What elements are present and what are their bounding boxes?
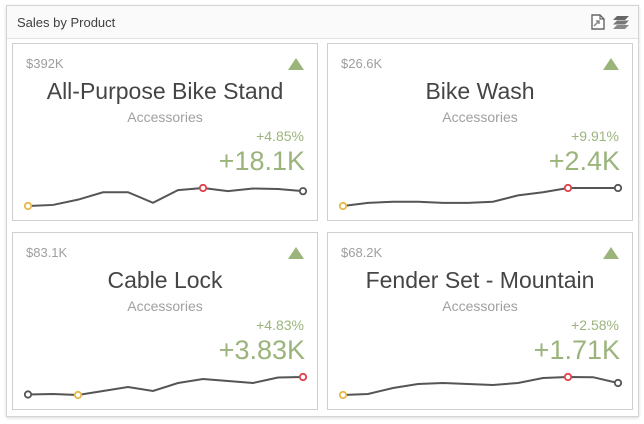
- layers-icon[interactable]: [612, 14, 630, 30]
- end-point-marker: [298, 187, 308, 196]
- product-category: Accessories: [127, 109, 203, 125]
- product-name: All-Purpose Bike Stand: [46, 78, 284, 104]
- absolute-variation: +18.1K: [218, 146, 305, 176]
- product-name: Cable Lock: [107, 267, 223, 293]
- dashboard-item-panel: Sales by Product $392K All-Purpose Bike …: [6, 5, 639, 417]
- min-point-marker: [23, 201, 33, 211]
- card-3[interactable]: $83.1K Cable Lock Accessories +4.83% +3.…: [12, 232, 318, 410]
- end-point-marker: [613, 183, 623, 193]
- product-name: Bike Wash: [425, 78, 535, 104]
- up-triangle-icon: [603, 247, 619, 259]
- export-icon[interactable]: [590, 14, 606, 30]
- max-point-marker: [298, 372, 308, 382]
- up-triangle-icon: [288, 58, 304, 70]
- card-2[interactable]: $26.6K Bike Wash Accessories +9.91% +2.4…: [327, 43, 633, 221]
- sparkline: [338, 372, 623, 400]
- min-point-marker: [338, 201, 348, 211]
- percent-variation: +2.58%: [571, 317, 619, 333]
- sparkline: [23, 183, 308, 211]
- max-point-marker: [563, 372, 573, 382]
- percent-variation: +4.85%: [256, 128, 304, 144]
- card-4[interactable]: $68.2K Fender Set - Mountain Accessories…: [327, 232, 633, 410]
- end-point-marker: [613, 378, 623, 388]
- min-point-marker: [338, 390, 348, 400]
- sparkline-line: [342, 375, 619, 396]
- target-value: $26.6K: [341, 56, 383, 71]
- sparkline-line: [27, 186, 304, 207]
- up-triangle-icon: [603, 58, 619, 70]
- up-triangle-icon: [288, 247, 304, 259]
- target-value: $392K: [26, 56, 64, 71]
- card-1[interactable]: $392K All-Purpose Bike Stand Accessories…: [12, 43, 318, 221]
- absolute-variation: +1.71K: [533, 335, 620, 365]
- product-category: Accessories: [442, 109, 518, 125]
- absolute-variation: +3.83K: [218, 335, 305, 365]
- product-name: Fender Set - Mountain: [365, 267, 595, 293]
- max-point-marker: [198, 183, 208, 193]
- end-point-marker: [23, 390, 33, 399]
- product-category: Accessories: [442, 298, 518, 314]
- target-value: $68.2K: [341, 245, 383, 260]
- max-point-marker: [563, 183, 573, 193]
- sparkline: [23, 372, 308, 400]
- percent-variation: +4.83%: [256, 317, 304, 333]
- min-point-marker: [73, 390, 83, 400]
- target-value: $83.1K: [26, 245, 68, 260]
- percent-variation: +9.91%: [571, 128, 619, 144]
- sparkline: [338, 183, 623, 211]
- panel-title: Sales by Product: [17, 15, 116, 30]
- panel-header: Sales by Product: [7, 6, 638, 39]
- product-category: Accessories: [127, 298, 203, 314]
- absolute-variation: +2.4K: [548, 146, 620, 176]
- sparkline-line: [27, 376, 304, 397]
- sparkline-line: [342, 187, 618, 207]
